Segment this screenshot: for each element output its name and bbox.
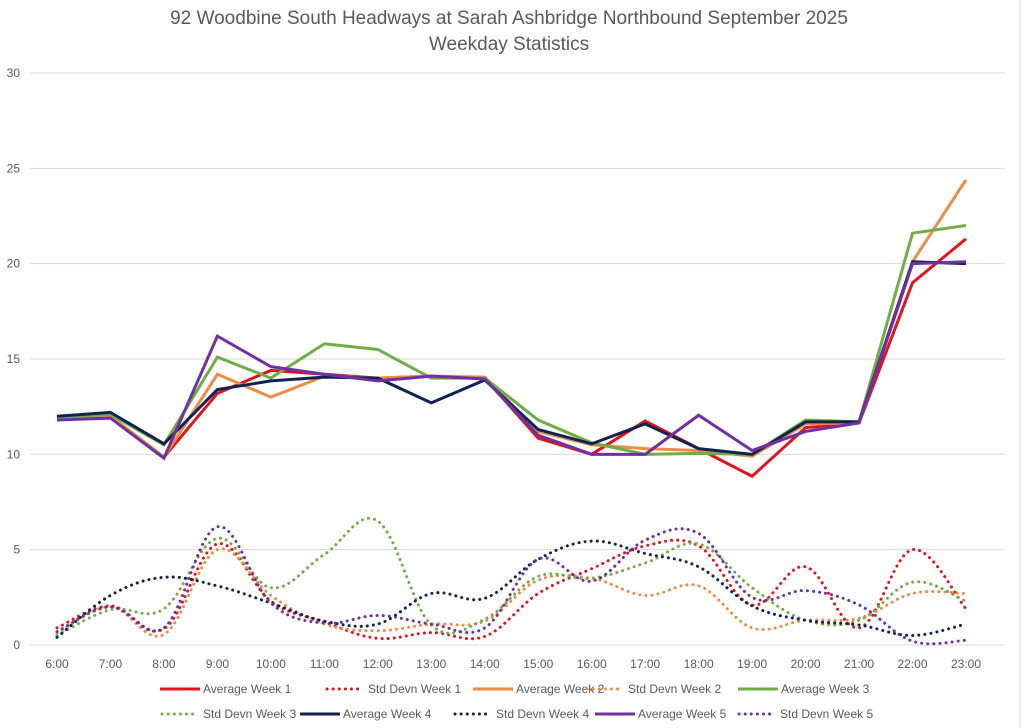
- legend-label: Std Devn Week 4: [496, 707, 589, 721]
- legend-label: Std Devn Week 3: [203, 707, 296, 721]
- y-tick-label: 20: [7, 257, 21, 271]
- legend-label: Average Week 2: [516, 682, 605, 696]
- x-tick-label: 13:00: [416, 657, 446, 671]
- legend-item: Std Devn Week 5: [737, 707, 873, 721]
- legend-item: Std Devn Week 3: [160, 707, 296, 721]
- x-tick-label: 19:00: [737, 657, 767, 671]
- legend-item: Average Week 5: [595, 707, 727, 721]
- legend-item: Average Week 1: [160, 682, 292, 696]
- x-tick-label: 21:00: [844, 657, 874, 671]
- series-average-week-5: [56, 260, 967, 461]
- series-line: [55, 539, 968, 639]
- x-tick-label: 11:00: [310, 657, 339, 671]
- legend-item: Std Devn Week 4: [453, 707, 589, 721]
- x-tick-label: 17:00: [630, 657, 660, 671]
- x-tick-label: 8:00: [152, 657, 176, 671]
- chart-subtitle: Weekday Statistics: [429, 34, 589, 55]
- series-average-week-4: [56, 260, 967, 456]
- series-line: [56, 260, 967, 456]
- y-tick-label: 30: [7, 66, 21, 80]
- x-tick-label: 9:00: [206, 657, 230, 671]
- x-axis-ticks: 6:00 7:00 8:00 9:00 10:00 11:00 12:00 13:00 14:0…: [45, 657, 981, 671]
- y-tick-label: 25: [7, 161, 21, 175]
- legend-label: Average Week 5: [638, 707, 727, 721]
- legend-label: Average Week 4: [343, 707, 432, 721]
- x-tick-label: 20:00: [791, 657, 821, 671]
- legend-label: Std Devn Week 1: [368, 682, 461, 696]
- series-line: [56, 260, 967, 461]
- legend-label: Std Devn Week 2: [628, 682, 721, 696]
- series-line: [55, 538, 968, 641]
- series-std-devn-week-4: [55, 539, 968, 639]
- y-tick-label: 15: [7, 352, 21, 366]
- x-tick-label: 7:00: [99, 657, 123, 671]
- series-lines: [55, 178, 968, 646]
- x-tick-label: 22:00: [898, 657, 928, 671]
- legend: Average Week 1 Std Devn Week 1 Average Wee…: [160, 682, 873, 721]
- legend-label: Average Week 3: [781, 682, 870, 696]
- x-tick-label: 18:00: [684, 657, 714, 671]
- x-tick-label: 10:00: [256, 657, 286, 671]
- legend-item: Std Devn Week 1: [325, 682, 461, 696]
- x-tick-label: 23:00: [951, 657, 981, 671]
- legend-item: Average Week 2: [473, 682, 605, 696]
- legend-label: Std Devn Week 5: [780, 707, 873, 721]
- legend-item: Std Devn Week 2: [585, 682, 721, 696]
- chart-title: 92 Woodbine South Headways at Sarah Ashb…: [170, 8, 848, 29]
- x-tick-label: 14:00: [470, 657, 500, 671]
- legend-item: Average Week 4: [300, 707, 432, 721]
- series-line: [56, 224, 967, 456]
- series-line: [55, 525, 968, 646]
- y-tick-label: 0: [13, 638, 20, 652]
- x-tick-label: 16:00: [577, 657, 607, 671]
- x-tick-label: 12:00: [363, 657, 393, 671]
- legend-label: Average Week 1: [203, 682, 292, 696]
- legend-item: Average Week 3: [738, 682, 870, 696]
- x-tick-label: 6:00: [45, 657, 69, 671]
- gridlines: [30, 72, 1005, 646]
- y-axis-ticks: 0 5 10 15 20 25 30: [7, 66, 21, 652]
- y-tick-label: 5: [13, 543, 20, 557]
- series-std-devn-week-5: [55, 525, 968, 646]
- x-tick-label: 15:00: [523, 657, 553, 671]
- y-tick-label: 10: [7, 447, 21, 461]
